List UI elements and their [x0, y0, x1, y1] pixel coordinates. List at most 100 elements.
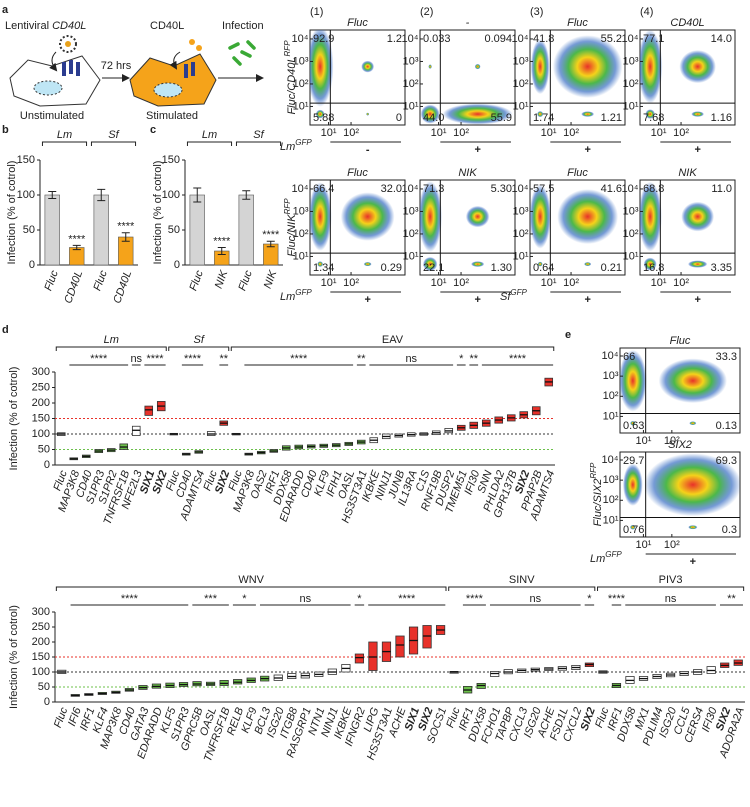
error-bar — [121, 232, 130, 242]
significance-label: * — [357, 593, 362, 605]
ligand — [189, 39, 195, 45]
error-bar — [72, 244, 81, 251]
quadrant-label: 77.1 — [643, 33, 664, 45]
quadrant-label: 92.9 — [313, 33, 334, 45]
significance-label: ** — [469, 353, 478, 365]
group-label: Lm — [104, 334, 119, 346]
significance-label: ns — [529, 593, 541, 605]
density-cloud — [530, 39, 550, 95]
group-bracket — [597, 586, 745, 591]
group-bracket — [168, 346, 230, 351]
density-cloud — [310, 182, 332, 251]
x-tick-label: 10² — [453, 127, 469, 139]
y-tick-label: 0 — [174, 259, 180, 271]
group-label: EAV — [382, 334, 404, 346]
nucleus — [33, 80, 63, 96]
quadrant-label: 5.30 — [491, 183, 512, 195]
y-tick-label: 100 — [32, 666, 50, 678]
significance-label: * — [587, 593, 592, 605]
flow-x-label-sup: GFP — [295, 288, 312, 297]
density-cloud — [584, 262, 592, 267]
y-tick-label: 10² — [603, 494, 619, 506]
category-label: NIK — [213, 268, 231, 290]
plot-title: Fluc — [670, 335, 691, 347]
category-label: Fluc — [91, 268, 110, 292]
quadrant-label: 55.2 — [601, 33, 622, 45]
plot-title: Fluc — [347, 167, 368, 179]
x-tick-label: 10² — [343, 277, 359, 289]
quadrant-label: 55.9 — [491, 112, 512, 124]
quadrant-label: 29.7 — [623, 455, 644, 467]
y-tick-label: 10² — [513, 78, 529, 90]
condition-sign: + — [694, 294, 700, 306]
flow-y-label-main: Fluc/CD40L — [286, 56, 298, 114]
y-tick-label: 10¹ — [293, 250, 309, 262]
density-cloud — [630, 420, 636, 426]
quadrant-label: 44.0 — [423, 112, 444, 124]
condition-sign: + — [474, 144, 480, 156]
quadrant-label: 0.13 — [716, 420, 737, 432]
x-tick-label: 10¹ — [321, 277, 337, 289]
significance-label: ns — [130, 353, 142, 365]
x-tick-label: 10¹ — [651, 127, 667, 139]
panel-number: (4) — [640, 6, 653, 18]
after-label: Stimulated — [146, 110, 198, 122]
category-label: CD40L — [111, 269, 134, 305]
category-label: NIK — [262, 268, 280, 290]
flow-y-label-main: Fluc/SIX2 — [592, 479, 604, 527]
y-tick-label: 10⁴ — [402, 33, 419, 45]
density-cloud — [317, 261, 324, 267]
significance-label: **** — [117, 221, 135, 233]
x-tick-label: 10¹ — [651, 277, 667, 289]
quadrant-label: 0.21 — [601, 262, 622, 274]
significance-label: **** — [290, 353, 308, 365]
x-tick-label: 10² — [673, 127, 689, 139]
flow-x-label-sup: GFP — [510, 288, 527, 297]
density-cloud — [644, 453, 740, 517]
density-cloud — [361, 60, 375, 73]
y-tick-label: 50 — [23, 224, 35, 236]
density-cloud — [640, 30, 663, 104]
density-cloud — [557, 189, 619, 245]
error-bar — [193, 187, 202, 203]
y-tick-label: 50 — [38, 681, 50, 693]
quadrant-label: 1.21 — [601, 112, 622, 124]
y-tick-label: 10³ — [623, 55, 639, 67]
condition-sign: - — [366, 144, 370, 156]
y-tick-label: 300 — [32, 366, 50, 378]
density-cloud — [629, 524, 636, 530]
y-tick-label: 50 — [38, 443, 50, 455]
density-cloud — [691, 111, 704, 117]
error-bar — [97, 188, 106, 202]
flow-x-label: LmGFP — [280, 138, 312, 153]
density-cloud — [340, 192, 395, 241]
quadrant-label: 11.0 — [711, 183, 732, 195]
y-tick-label: 10¹ — [603, 514, 619, 526]
quadrant-label: 41.6 — [601, 183, 622, 195]
receptor — [191, 62, 195, 76]
y-axis-label: Infection (% of cotrol) — [6, 161, 18, 265]
panel-letter: a — [2, 4, 9, 16]
y-tick-label: 10³ — [403, 205, 419, 217]
bar — [93, 194, 109, 266]
box — [422, 625, 432, 649]
cell-unstimulated — [9, 55, 101, 107]
quadrant-label: 0.29 — [381, 262, 402, 274]
quadrant-label: 3.35 — [711, 262, 732, 274]
group-bracket — [230, 346, 555, 351]
density-cloud — [679, 50, 716, 84]
y-tick-label: 10⁴ — [292, 183, 309, 195]
y-tick-label: 10³ — [293, 55, 309, 67]
error-bar — [266, 240, 275, 248]
y-axis-label: Infection (% of cotrol) — [8, 605, 20, 709]
y-tick-label: 10² — [403, 78, 419, 90]
density-cloud — [645, 109, 656, 119]
quadrant-label: 68.8 — [643, 183, 664, 195]
density-cloud — [366, 112, 370, 116]
y-tick-label: 150 — [32, 412, 50, 424]
y-tick-label: 10² — [403, 228, 419, 240]
y-tick-label: 0 — [29, 259, 35, 271]
y-tick-label: 200 — [32, 636, 50, 648]
